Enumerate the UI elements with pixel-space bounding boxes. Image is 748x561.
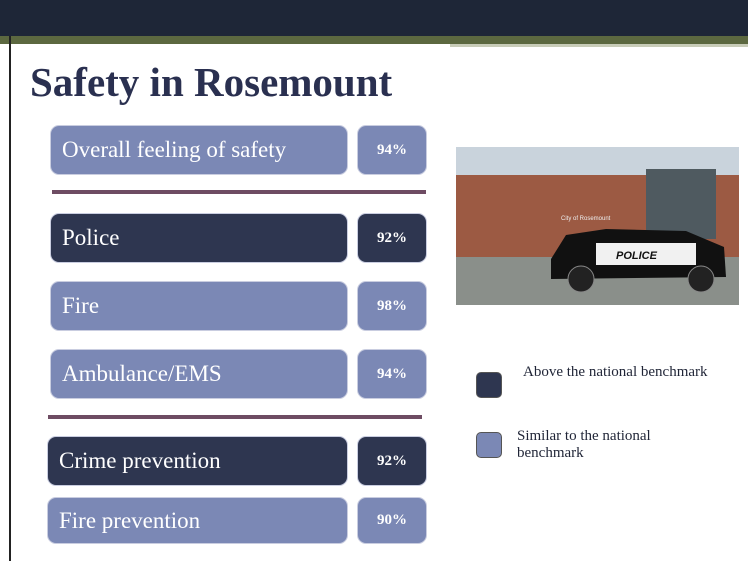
windows xyxy=(646,169,716,239)
accent-line xyxy=(450,44,748,47)
item-value: 90% xyxy=(357,497,427,544)
photo-sign: City of Rosemount xyxy=(561,216,611,222)
separator xyxy=(52,190,426,194)
item-label: Crime prevention xyxy=(47,436,348,486)
legend-swatch xyxy=(476,432,502,458)
photo: City of Rosemount POLICE xyxy=(456,147,739,305)
car-label: POLICE xyxy=(616,250,658,262)
item-label: Police xyxy=(50,213,348,263)
legend-label: Similar to the national benchmark xyxy=(517,428,717,462)
item-value: 92% xyxy=(357,436,427,486)
legend-label: Above the national benchmark xyxy=(523,364,723,381)
item-label: Fire prevention xyxy=(47,497,348,544)
legend-swatch xyxy=(476,372,502,398)
item-label: Fire xyxy=(50,281,348,331)
left-rule xyxy=(9,36,11,561)
separator xyxy=(48,415,422,419)
wheel xyxy=(688,266,714,292)
accent-stripe xyxy=(0,36,748,44)
item-value: 98% xyxy=(357,281,427,331)
item-label: Ambulance/EMS xyxy=(50,349,348,399)
item-value: 94% xyxy=(357,125,427,175)
top-band xyxy=(0,0,748,36)
item-value: 94% xyxy=(357,349,427,399)
item-label: Overall feeling of safety xyxy=(50,125,348,175)
slide-title: Safety in Rosemount xyxy=(30,58,392,106)
item-value: 92% xyxy=(357,213,427,263)
slide: Safety in Rosemount City of Rosemount PO… xyxy=(0,0,748,561)
wheel xyxy=(568,266,594,292)
